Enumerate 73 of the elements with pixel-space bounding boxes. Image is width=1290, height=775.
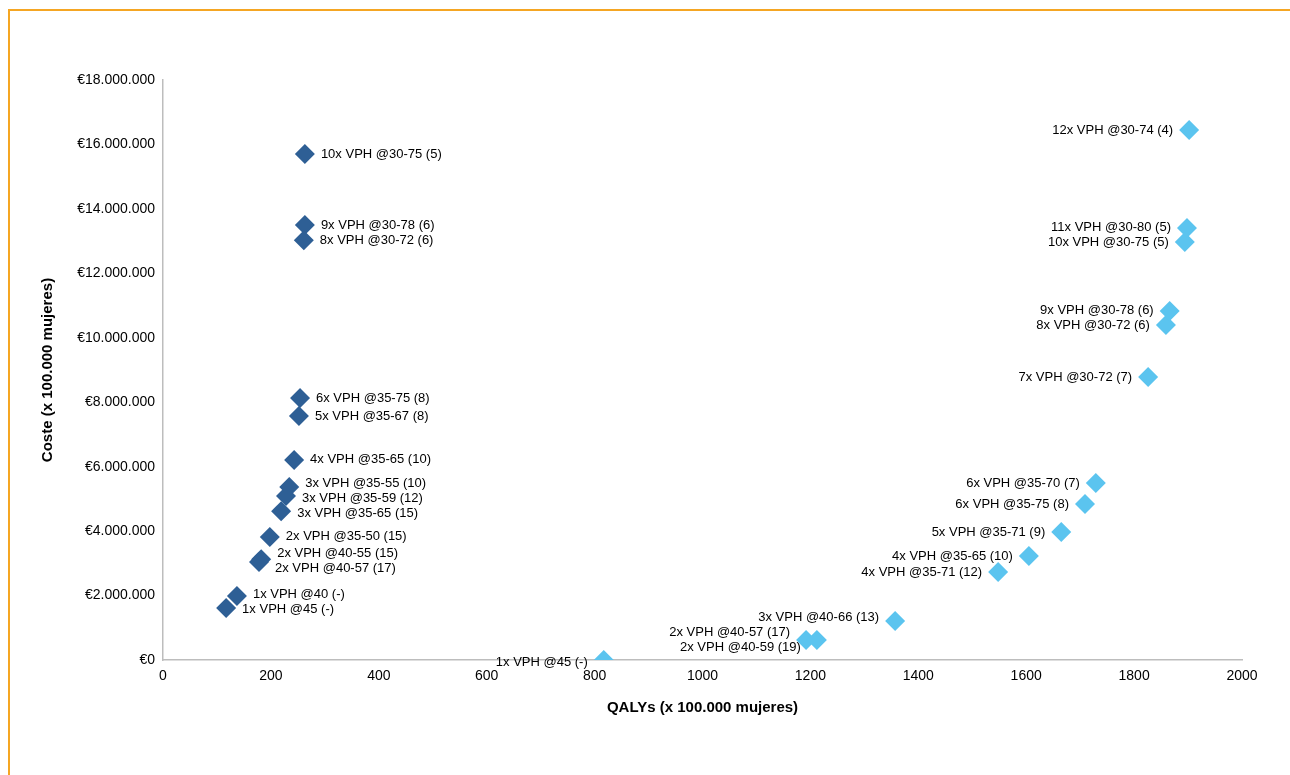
data-label: 8x VPH @30-72 (6): [1036, 317, 1150, 333]
x-tick-label: 1400: [902, 667, 935, 684]
data-label: 4x VPH @35-65 (10): [892, 547, 1013, 563]
x-tick-label: 1200: [794, 667, 827, 684]
point: [284, 449, 305, 470]
point: [1176, 217, 1197, 238]
x-tick-label: 200: [259, 667, 283, 684]
point: [1085, 473, 1106, 494]
point: [1018, 545, 1039, 566]
y-tick-label: €6.000.000: [84, 457, 156, 474]
y-tick-label: €0: [139, 650, 156, 667]
data-label: 7x VPH @30-72 (7): [1018, 368, 1133, 384]
data-label: 3x VPH @35-59 (12): [302, 489, 423, 505]
data-label: 1x VPH @45 (-): [242, 601, 335, 617]
y-tick-label: €10.000.000: [77, 328, 156, 345]
point: [271, 501, 292, 522]
y-tick-label: €16.000.000: [77, 135, 156, 152]
x-tick-label: 1600: [1010, 667, 1042, 684]
point: [1155, 314, 1176, 335]
point: [294, 215, 315, 235]
data-label: 12x VPH @30-74 (4): [1052, 121, 1174, 137]
data-label: 5x VPH @35-67 (8): [314, 407, 429, 423]
data-label: 6x VPH @35-75 (8): [316, 389, 430, 405]
data-label: 1x VPH @40 (-): [252, 586, 345, 602]
point: [1179, 119, 1200, 140]
point: [226, 585, 247, 606]
data-label: 2x VPH @40-59 (19): [680, 639, 801, 655]
data-label: 2x VPH @40-55 (15): [277, 544, 399, 560]
data-label: 8x VPH @30-72 (6): [319, 231, 434, 247]
point: [1174, 232, 1195, 253]
point: [216, 598, 237, 619]
data-label: 9x VPH @30-78 (6): [320, 216, 435, 232]
y-tick-label: €12.000.000: [77, 264, 156, 281]
data-label: 11x VPH @30-80 (5): [1051, 219, 1171, 235]
point: [1159, 301, 1180, 322]
data-label: 3x VPH @40-66 (13): [758, 609, 880, 625]
y-tick-label: €14.000.000: [77, 199, 156, 216]
data-label: 3x VPH @35-55 (10): [305, 474, 427, 490]
point: [885, 611, 906, 632]
point: [294, 144, 315, 165]
point: [1075, 494, 1096, 515]
data-label: 2x VPH @40-57 (17): [669, 624, 791, 640]
x-tick-label: 1800: [1118, 667, 1150, 684]
data-label: 5x VPH @35-71 (9): [931, 523, 1046, 539]
x-tick-label: 400: [367, 667, 391, 684]
y-tick-label: €4.000.000: [84, 521, 156, 538]
data-label: 9x VPH @30-78 (6): [1040, 302, 1154, 318]
y-axis-title: Coste (x 100.000 mujeres): [38, 277, 56, 463]
data-label: 2x VPH @40-57 (17): [275, 559, 396, 575]
data-label: 4x VPH @35-65 (10): [310, 451, 431, 467]
point: [288, 406, 309, 427]
point: [1051, 522, 1072, 543]
data-label: 6x VPH @35-70 (7): [966, 474, 1080, 490]
point: [290, 388, 311, 409]
point: [259, 526, 280, 547]
point: [293, 230, 314, 251]
data-label: 6x VPH @35-75 (8): [955, 495, 1070, 511]
data-label: 10x VPH @30-75 (5): [320, 145, 442, 161]
x-axis-title: QALYs (x 100.000 mujeres): [606, 698, 799, 716]
y-tick-label: €8.000.000: [84, 393, 156, 410]
data-label: 3x VPH @35-65 (15): [297, 504, 419, 520]
data-label: 10x VPH @30-75 (5): [1047, 234, 1169, 250]
point: [1138, 367, 1159, 388]
x-tick-label: 1000: [686, 667, 719, 684]
data-label: 1x VPH @45 (-): [495, 654, 588, 670]
y-tick-label: €2.000.000: [84, 586, 156, 603]
data-label: 4x VPH @35-71 (12): [861, 563, 983, 579]
y-tick-label: €18.000.000: [77, 70, 156, 87]
data-label: 2x VPH @35-50 (15): [285, 528, 407, 544]
x-tick-label: 600: [475, 667, 499, 684]
x-tick-label: 2000: [1226, 667, 1258, 684]
x-tick-label: 0: [159, 667, 168, 684]
point: [988, 562, 1009, 583]
